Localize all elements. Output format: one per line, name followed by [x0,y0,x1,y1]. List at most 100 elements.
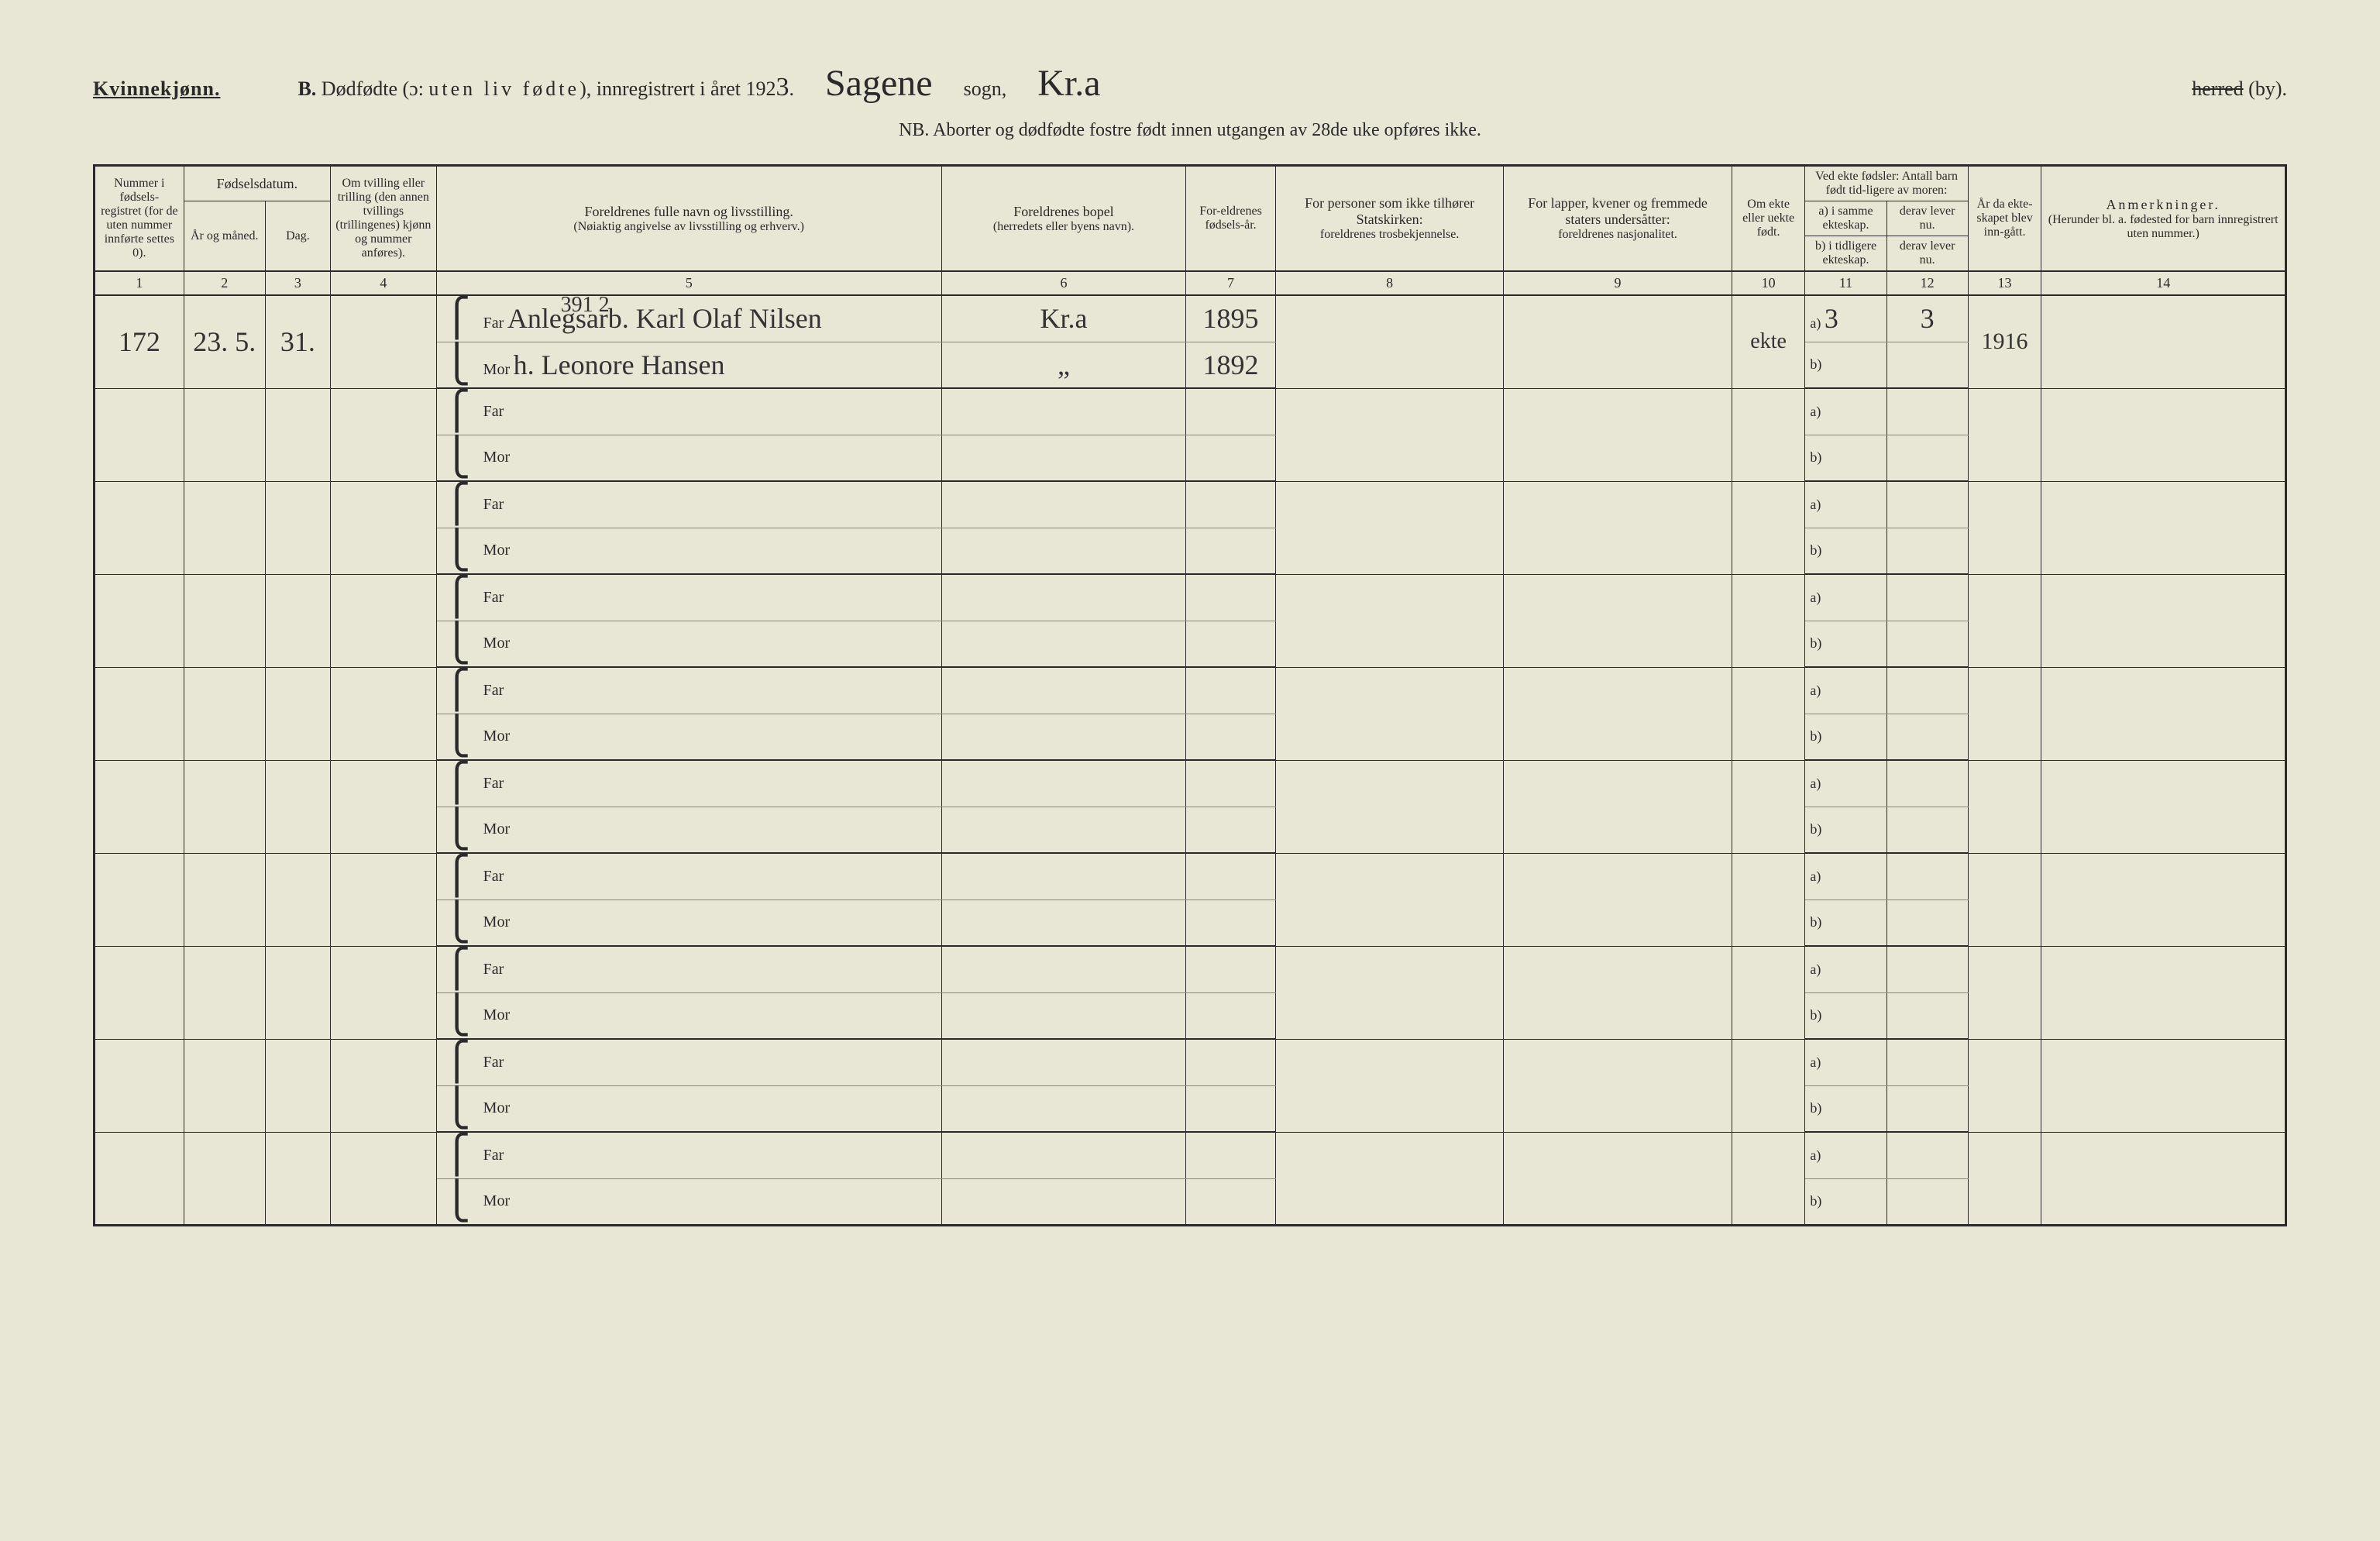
col-11a-header: a) i samme ekteskap. [1805,201,1886,236]
entry-10-far-birth [1186,1132,1276,1178]
entry-8-far-bopel [941,946,1186,992]
far-label: Far [483,403,504,420]
entry-4-yearmonth [184,574,265,667]
entry-2-mor-bopel [941,435,1186,481]
entry-2-a: a) [1805,388,1886,435]
entry-4-a-lever [1886,574,1968,621]
entry-6-remarks [2041,760,2286,853]
col-6-sub: (herredets eller byens navn). [947,220,1181,234]
entry-2-b-lever [1886,435,1968,481]
entry-4-far-bopel [941,574,1186,621]
sogn-handwritten: Sagene [825,62,933,105]
entry-8-yearmonth [184,946,265,1039]
entry-3-mor-bopel [941,528,1186,574]
entry-6-a: a) [1805,760,1886,807]
title-tail: ), innregistrert i året 192 [580,77,776,100]
entry-9-a: a) [1805,1039,1886,1085]
mor-label: Mor [483,728,510,745]
entry-1-remarks [2041,295,2286,388]
entry-10-religion [1275,1132,1503,1225]
year-handwritten: 3 [776,73,789,101]
entry-2-nationality [1504,388,1732,481]
entry-10-day [265,1132,330,1225]
entry-3-twin [330,481,436,574]
entry-6-religion [1275,760,1503,853]
entry-1-religion [1275,295,1503,388]
header-row: Kvinnekjønn. B. Dødfødte (ɔ: uten liv fø… [93,62,2287,105]
entry-7-mor-bopel [941,899,1186,946]
entry-8-mor-cell: ⎩Mor [436,992,941,1039]
entry-8-b-lever [1886,992,1968,1039]
colnum-7: 7 [1186,271,1276,295]
mor-label: Mor [483,1099,510,1116]
entry-6-regno [95,760,184,853]
entry-5-twin [330,667,436,760]
entry-9-religion [1275,1039,1503,1132]
entry-3-b: b) [1805,528,1886,574]
entry-6-day [265,760,330,853]
entry-1-a-lever: 3 [1886,295,1968,342]
colnum-9: 9 [1504,271,1732,295]
entry-9-yearmonth [184,1039,265,1132]
page-title: B. Dødfødte (ɔ: uten liv fødte), innregi… [298,73,794,102]
entry-4-twin [330,574,436,667]
col-6-top: Foreldrenes bopel [947,204,1181,220]
brace-icon: ⎩ [443,542,471,560]
entry-1-day: 31. [265,295,330,388]
entry-6-mor-cell: ⎩ Mor [436,807,941,853]
entry-3-far-row: ⎧Fara) [95,481,2286,528]
entry-5-mor-birth [1186,714,1276,760]
entry-8-ekte [1732,946,1805,1039]
brace-icon: ⎩ [443,356,471,374]
brace-icon: ⎩ [443,820,471,839]
herred-handwritten: Kr.a [1037,62,1100,105]
entry-3-regno [95,481,184,574]
entry-2-yearmonth [184,388,265,481]
title-period: . [789,77,794,100]
entry-8-year-married [1968,946,2041,1039]
entry-1-mor-cell: ⎩ Mor h. Leonore Hansen [436,342,941,388]
brace-icon: ⎧ [443,960,471,979]
ledger-page: Kvinnekjønn. B. Dødfødte (ɔ: uten liv fø… [93,62,2287,1495]
entry-10-twin [330,1132,436,1225]
mor-label: Mor [483,1006,510,1023]
brace-icon: ⎧ [443,867,471,886]
entry-5-year-married [1968,667,2041,760]
entry-5-mor-cell: ⎩Mor [436,714,941,760]
mor-label: Mor [483,820,510,838]
entry-7-nationality [1504,853,1732,946]
entry-2-remarks [2041,388,2286,481]
entry-7-b: b) [1805,899,1886,946]
entry-6-mor-bopel [941,807,1186,853]
entry-5-day [265,667,330,760]
col-2b-header: Dag. [265,201,330,272]
brace-icon: ⎩ [443,1192,471,1211]
entry-4-mor-cell: ⎩Mor [436,621,941,667]
entry-3-a: a) [1805,481,1886,528]
entry-9-b-lever [1886,1085,1968,1132]
colnum-10: 10 [1732,271,1805,295]
entry-6-nationality [1504,760,1732,853]
entry-2-far-birth [1186,388,1276,435]
entry-1-b: b) [1805,342,1886,388]
entry-1-mor-birth: 1892 [1186,342,1276,388]
entry-8-far-cell: ⎧Far [436,946,941,992]
entry-2-far-cell: ⎧Far [436,388,941,435]
colnum-3: 3 [265,271,330,295]
far-label: Far [483,1147,504,1164]
entry-3-b-lever [1886,528,1968,574]
brace-icon: ⎩ [443,913,471,932]
a-label: a) [1810,315,1821,331]
far-label: Far [483,775,504,792]
entry-5-nationality [1504,667,1732,760]
entry-6-far-cell: ⎧Far [436,760,941,807]
entry-5-a-lever [1886,667,1968,714]
colnum-13: 13 [1968,271,2041,295]
entry-7-mor-birth [1186,899,1276,946]
entry-9-far-row: ⎧Fara) [95,1039,2286,1085]
entry-7-yearmonth [184,853,265,946]
entry-7-far-row: ⎧Fara) [95,853,2286,899]
sogn-label: sogn, [964,77,1007,101]
entry-7-far-bopel [941,853,1186,899]
entry-7-remarks [2041,853,2286,946]
